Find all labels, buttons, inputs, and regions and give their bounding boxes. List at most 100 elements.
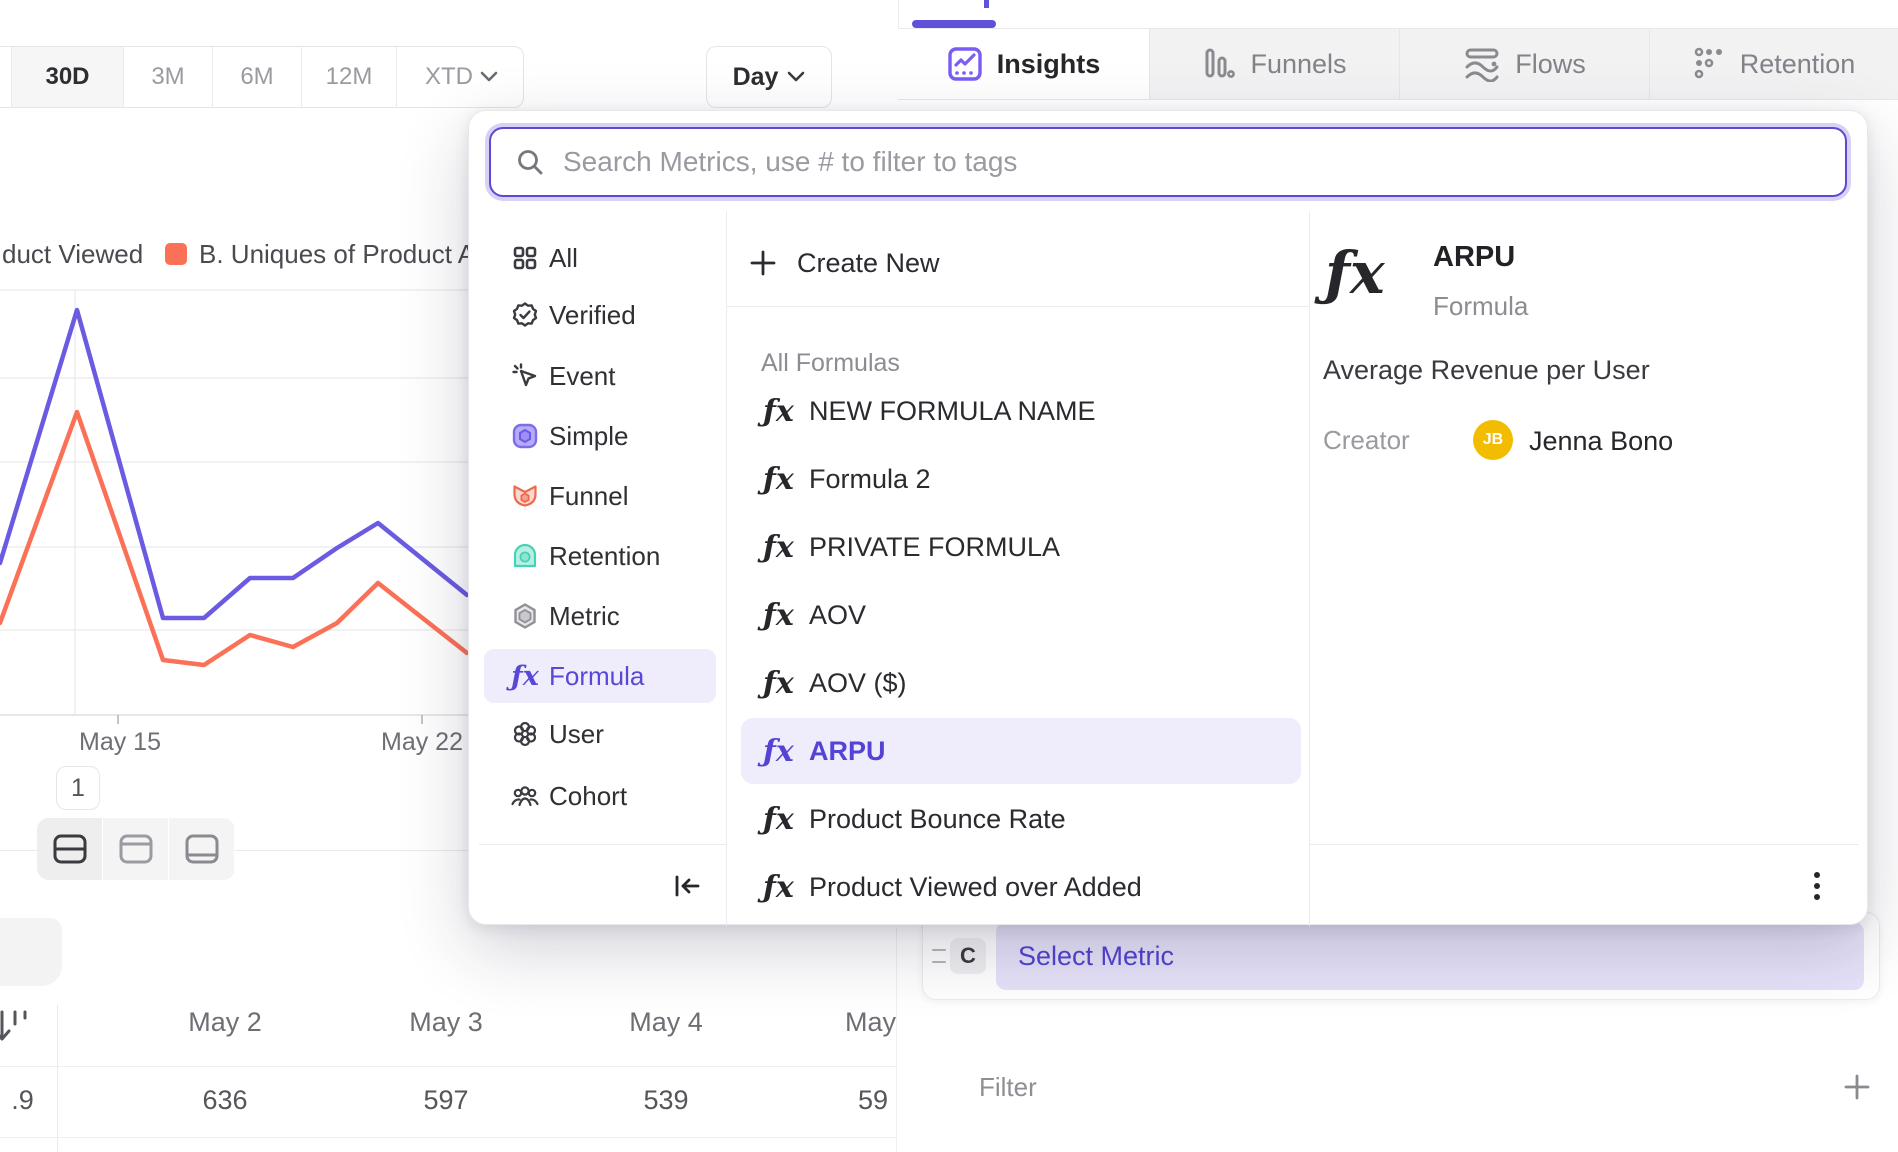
sidebar-item-formula[interactable]: ƒx Formula [469, 654, 726, 698]
detail-description: Average Revenue per User [1323, 355, 1650, 385]
detail-title: ARPU [1433, 241, 1516, 273]
x-axis-label-may22: May 22 [381, 728, 463, 756]
tab-flows[interactable]: Flows [1400, 29, 1650, 99]
collapse-sidebar-icon[interactable] [667, 868, 707, 904]
table-cell-partial: .9 [11, 1085, 34, 1115]
create-new-label: Create New [797, 247, 940, 278]
sidebar-item-verified[interactable]: Verified [469, 293, 726, 337]
tab-funnels-label: Funnels [1250, 48, 1347, 79]
list-item-label: NEW FORMULA NAME [809, 395, 1096, 426]
list-item-formula[interactable]: ƒx Product Bounce Rate [741, 797, 1301, 841]
time-range-12m[interactable]: 12M [301, 47, 396, 107]
list-item-label: ARPU [809, 735, 886, 766]
pane-divider [896, 928, 897, 1152]
legend-item-a[interactable]: duct Viewed [2, 238, 144, 269]
sidebar-item-funnel[interactable]: Funnel [469, 474, 726, 518]
scroll-indicator [912, 20, 996, 28]
time-range-xtd-label: XTD [425, 63, 473, 90]
list-item-formula[interactable]: ƒx Formula 2 [741, 457, 1301, 501]
time-range-partial-segment[interactable] [0, 47, 11, 107]
line-chart[interactable] [0, 280, 740, 750]
footer-divider [1309, 844, 1859, 845]
cohort-people-icon [510, 781, 540, 811]
sidebar-item-label: Metric [549, 600, 620, 631]
list-item-label: AOV [809, 599, 867, 630]
metric-search-input[interactable]: Search Metrics, use # to filter to tags [489, 127, 1847, 197]
pagination-page-button[interactable]: 1 [56, 766, 100, 810]
layout-chart-only-button[interactable] [103, 818, 169, 880]
list-item-formula[interactable]: ƒx AOV [741, 593, 1301, 637]
drag-handle-icon[interactable] [932, 949, 946, 963]
table-cell: 636 [202, 1085, 248, 1115]
detail-creator-label: Creator [1323, 425, 1410, 455]
list-item-label: Product Bounce Rate [809, 803, 1066, 834]
time-range-6m[interactable]: 6M [212, 47, 301, 107]
table-cell-partial-right: 59 [858, 1085, 889, 1115]
tab-retention[interactable]: Retention [1650, 29, 1897, 99]
verified-badge-icon [510, 300, 540, 330]
table-header-may3[interactable]: May 3 [409, 1007, 483, 1037]
funnel-metric-icon [510, 481, 540, 511]
table-cell: 597 [423, 1085, 469, 1115]
sidebar-item-event[interactable]: Event [469, 354, 726, 398]
table-header-may4[interactable]: May 4 [629, 1007, 703, 1037]
legend-a-label: duct Viewed [2, 238, 144, 269]
tab-funnels[interactable]: Funnels [1150, 29, 1400, 99]
add-filter-button[interactable] [1842, 1072, 1872, 1102]
metric-hexagon-icon [510, 601, 540, 631]
metric-picker-dropdown: Search Metrics, use # to filter to tags … [468, 110, 1868, 926]
detail-creator-name: Jenna Bono [1529, 426, 1674, 456]
more-options-icon[interactable] [1799, 868, 1835, 904]
fx-icon: ƒx [763, 665, 794, 701]
sidebar-item-cohort[interactable]: Cohort [469, 774, 726, 818]
tab-flows-label: Flows [1515, 48, 1586, 79]
column-divider [1309, 211, 1310, 926]
sidebar-item-label: Event [549, 360, 616, 391]
plus-icon [749, 249, 777, 277]
funnels-icon [1202, 46, 1236, 82]
list-item-formula[interactable]: ƒx Product Viewed over Added [741, 865, 1301, 909]
sidebar-item-label: Funnel [549, 480, 629, 511]
column-divider [726, 211, 727, 926]
tab-insights-label: Insights [996, 48, 1101, 79]
layout-toggle-group [37, 818, 235, 880]
list-item-formula[interactable]: ƒx PRIVATE FORMULA [741, 525, 1301, 569]
table-header-may5-partial[interactable]: May [845, 1007, 896, 1037]
time-range-xtd[interactable]: XTD [396, 47, 523, 107]
table-row-divider [0, 1066, 896, 1067]
tab-insights[interactable]: Insights [898, 29, 1150, 99]
sidebar-item-label: Retention [549, 540, 661, 571]
x-axis-label-may15: May 15 [79, 728, 161, 756]
legend-b-swatch [165, 243, 187, 265]
left-pane-divider [0, 850, 740, 851]
legend-item-b[interactable]: B. Uniques of Product Add [165, 239, 504, 269]
table-column-divider [57, 1005, 58, 1152]
sort-descending-icon[interactable] [0, 1006, 30, 1046]
time-range-30d[interactable]: 30D [11, 47, 123, 107]
tab-retention-label: Retention [1739, 48, 1856, 79]
select-metric-field[interactable]: Select Metric [996, 922, 1864, 990]
detail-fx-icon: ƒx [1325, 239, 1385, 307]
sidebar-item-metric[interactable]: Metric [469, 594, 726, 638]
sidebar-item-retention[interactable]: Retention [469, 534, 726, 578]
list-item-formula-selected[interactable]: ƒx ARPU [741, 729, 1301, 773]
create-new-button[interactable]: Create New [749, 241, 940, 285]
list-item-formula[interactable]: ƒx AOV ($) [741, 661, 1301, 705]
search-placeholder: Search Metrics, use # to filter to tags [563, 146, 1018, 177]
granularity-dropdown[interactable]: Day [706, 46, 832, 108]
footer-divider [479, 844, 726, 845]
layout-table-only-button[interactable] [169, 818, 235, 880]
sidebar-item-user[interactable]: User [469, 712, 726, 756]
fx-icon: ƒx [763, 461, 794, 497]
sidebar-item-all[interactable]: All [469, 236, 726, 280]
list-divider [726, 306, 1309, 307]
list-item-formula[interactable]: ƒx NEW FORMULA NAME [741, 389, 1301, 433]
sidebar-item-simple[interactable]: Simple [469, 414, 726, 458]
time-range-3m[interactable]: 3M [123, 47, 212, 107]
table-header-may2[interactable]: May 2 [188, 1007, 262, 1037]
layout-split-button[interactable] [37, 818, 103, 880]
detail-type: Formula [1433, 291, 1529, 321]
list-item-label: AOV ($) [809, 667, 907, 698]
list-item-label: PRIVATE FORMULA [809, 531, 1061, 562]
